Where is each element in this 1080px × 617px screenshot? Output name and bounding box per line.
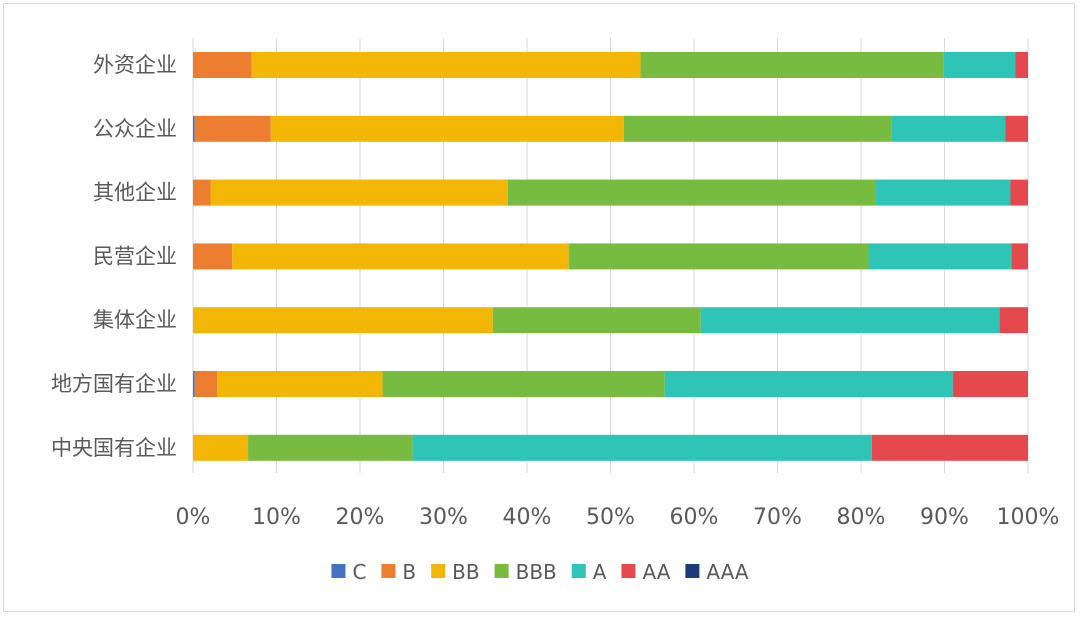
legend-label: BBB — [516, 560, 557, 584]
x-tick-label: 0% — [176, 505, 211, 530]
x-tick-label: 30% — [419, 505, 468, 530]
legend-swatch — [431, 564, 446, 578]
bar-segment — [623, 115, 892, 142]
bar-segment — [412, 434, 872, 461]
legend-label: BB — [452, 560, 479, 584]
bar-segment — [193, 243, 233, 270]
bar-segment — [876, 179, 1011, 206]
bar-segment — [193, 52, 252, 78]
legend-item: A — [571, 560, 607, 584]
legend-item: AAA — [685, 560, 749, 584]
bar-segment — [193, 179, 211, 206]
legend-item: BB — [431, 560, 480, 584]
x-tick-label: 90% — [920, 505, 969, 530]
legend-item: B — [381, 560, 416, 584]
legend-swatch — [494, 564, 509, 578]
legend-label: AAA — [706, 560, 748, 584]
bar-segment — [194, 371, 218, 397]
bar-segment — [871, 434, 1028, 461]
category-label: 民营企业 — [93, 244, 177, 268]
bar-segment — [193, 115, 195, 142]
bars — [193, 52, 1028, 461]
bar-segment — [568, 243, 869, 270]
x-tick-label: 80% — [837, 505, 886, 530]
bar-segment — [270, 115, 624, 142]
bar-segment — [891, 115, 1006, 142]
bar-segment — [640, 52, 944, 78]
bar-segment — [1011, 243, 1028, 270]
bar-segment — [217, 371, 383, 397]
legend-item: BBB — [494, 560, 557, 584]
x-tick-label: 70% — [753, 505, 802, 530]
legend-item: AA — [621, 560, 671, 584]
legend-label: AA — [642, 560, 670, 584]
x-tick-label: 40% — [503, 505, 552, 530]
legend-item: C — [331, 560, 366, 584]
x-tick-labels: 0% 10% 20% 30% 40% 50% 60% 70% 80% 90% 100% — [176, 505, 1060, 530]
bar-segment — [868, 243, 1012, 270]
legend-label: C — [352, 560, 366, 584]
bar-segment — [193, 434, 249, 461]
bar-segment — [700, 307, 1000, 334]
x-tick-label: 10% — [252, 505, 301, 530]
legend-swatch — [621, 564, 636, 578]
category-label: 公众企业 — [93, 117, 177, 141]
legend-swatch — [571, 564, 586, 578]
bar-segment — [664, 371, 953, 397]
legend: C B BB BBB A AA AAA — [331, 560, 749, 584]
category-label: 中央国有企业 — [51, 436, 177, 460]
x-tick-label: 100% — [997, 505, 1060, 530]
category-label: 地方国有企业 — [51, 372, 177, 396]
bar-segment — [382, 371, 665, 397]
x-tick-label: 20% — [336, 505, 385, 530]
bar-segment — [210, 179, 508, 206]
legend-swatch — [381, 564, 396, 578]
bar-segment — [232, 243, 569, 270]
bar-segment — [999, 307, 1028, 334]
category-label: 外资企业 — [93, 53, 177, 77]
bar-segment — [193, 307, 493, 334]
bar-segment — [194, 115, 271, 142]
bar-segment — [492, 307, 701, 334]
legend-swatch — [685, 564, 700, 578]
bar-segment — [1005, 115, 1028, 142]
bar-segment — [248, 434, 413, 461]
bar-segment — [251, 52, 641, 78]
category-label: 集体企业 — [93, 308, 177, 332]
bar-segment — [1015, 52, 1028, 78]
bar-segment — [1010, 179, 1028, 206]
x-tick-label: 60% — [670, 505, 719, 530]
category-label: 其他企业 — [93, 181, 177, 205]
x-tick-label: 50% — [586, 505, 635, 530]
bar-segment — [507, 179, 877, 206]
bar-segment — [943, 52, 1016, 78]
bar-segment — [193, 371, 195, 397]
legend-label: B — [402, 560, 416, 584]
bar-segment — [952, 371, 1028, 397]
legend-label: A — [593, 560, 607, 584]
legend-swatch — [331, 564, 346, 578]
